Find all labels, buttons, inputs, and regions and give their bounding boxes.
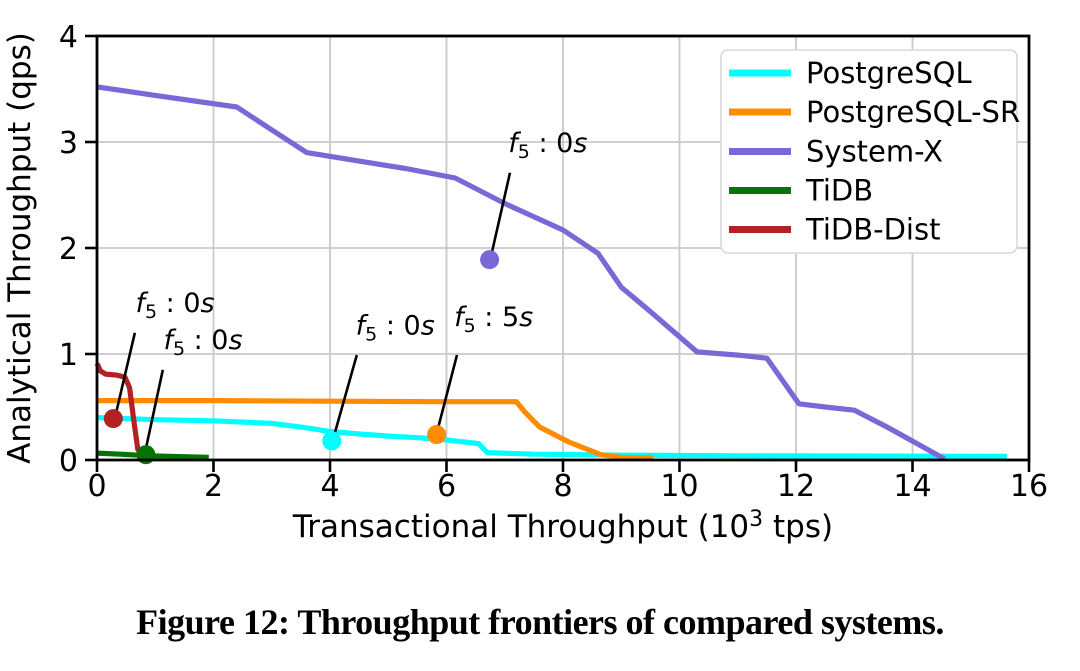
- y-axis-label: Analytical Throughput (qps): [2, 32, 38, 464]
- series-marker-System-X: [480, 250, 500, 270]
- legend-label-System-X: System-X: [806, 135, 943, 169]
- y-tick-label-0: 0: [59, 444, 78, 479]
- series-marker-PostgreSQL: [322, 431, 342, 451]
- series-line-PostgreSQL-SR: [97, 398, 654, 461]
- series-line-PostgreSQL: [96, 415, 1007, 459]
- annotation-label-System-X: f5 : 0s: [508, 128, 587, 163]
- y-tick-label-3: 3: [59, 126, 78, 161]
- legend-label-TiDB-Dist: TiDB-Dist: [805, 213, 940, 247]
- x-tick-label-4: 4: [320, 469, 339, 504]
- y-tick-label-4: 4: [59, 20, 78, 55]
- series-line-System-X: [96, 84, 946, 462]
- x-tick-label-8: 8: [553, 469, 572, 504]
- y-tick-label-2: 2: [59, 232, 78, 267]
- x-tick-label-0: 0: [87, 469, 106, 504]
- x-tick-label-12: 12: [777, 469, 815, 504]
- annotation-leader-TiDB-Dist: [114, 332, 137, 413]
- annotation-label-TiDB-Dist: f5 : 0s: [135, 288, 214, 323]
- series-marker-TiDB-Dist: [103, 409, 123, 429]
- annotation-leader-PostgreSQL: [332, 354, 359, 436]
- legend-label-PostgreSQL: PostgreSQL: [806, 56, 972, 90]
- legend-box: [720, 49, 1018, 254]
- series-line-TiDB-Dist: [94, 362, 149, 459]
- x-tick-label-2: 2: [204, 469, 223, 504]
- annotation-leader-System-X: [490, 172, 512, 253]
- x-tick-label-14: 14: [893, 469, 931, 504]
- legend-label-TiDB: TiDB: [805, 174, 873, 208]
- x-tick-label-10: 10: [660, 469, 698, 504]
- legend-label-PostgreSQL-SR: PostgreSQL-SR: [806, 95, 1020, 129]
- series-marker-PostgreSQL-SR: [427, 425, 447, 445]
- annotation-leader-TiDB: [144, 369, 165, 449]
- legend: PostgreSQL PostgreSQL-SR System-X TiDB TiDB-…: [720, 49, 1020, 254]
- annotation-label-TiDB: f5 : 0s: [163, 325, 242, 360]
- annotation-leader-PostgreSQL-SR: [436, 354, 459, 430]
- x-tick-label-16: 16: [1010, 469, 1048, 504]
- x-tick-label-6: 6: [437, 469, 456, 504]
- annotation-label-PostgreSQL: f5 : 0s: [356, 310, 435, 345]
- figure-caption: Figure 12: Throughput frontiers of compa…: [136, 602, 944, 642]
- x-axis-label: Transactional Throughput (103 tps): [292, 507, 833, 545]
- y-tick-label-1: 1: [59, 338, 78, 373]
- annotation-label-PostgreSQL-SR: f5 : 5s: [454, 302, 533, 337]
